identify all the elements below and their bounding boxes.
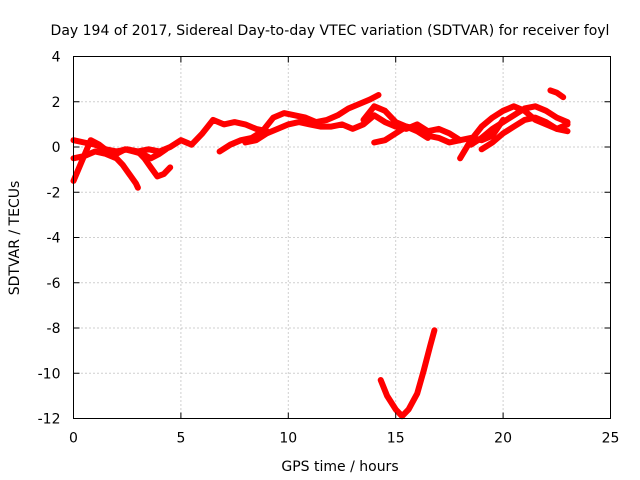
series-arc-10 (467, 103, 571, 148)
series-arc-6 (242, 112, 464, 146)
x-tick-label: 0 (69, 431, 78, 447)
x-tick-label: 10 (279, 431, 297, 447)
x-tick-label: 15 (387, 431, 405, 447)
y-tick-label: -2 (47, 185, 61, 201)
y-tick-label: -8 (47, 321, 61, 337)
series-arc-13 (377, 327, 438, 420)
data-series (70, 87, 571, 420)
y-tick-label: 0 (52, 140, 61, 156)
x-axis-label: GPS time / hours (281, 459, 398, 475)
series-arc-12 (547, 87, 567, 101)
grid-lines (73, 56, 611, 419)
series-arc-5 (216, 92, 382, 155)
y-tick-labels: -12 -10 -8 -6 -4 -2 0 2 4 (38, 50, 61, 428)
y-tick-label: 4 (52, 50, 61, 66)
y-tick-label: 2 (52, 95, 61, 111)
x-tick-labels: 0 5 10 15 20 25 (69, 431, 619, 447)
chart-title: Day 194 of 2017, Sidereal Day-to-day VTE… (51, 23, 610, 39)
y-tick-label: -10 (38, 366, 61, 382)
y-tick-label: -6 (47, 276, 61, 292)
series-arc-3 (70, 116, 270, 155)
x-tick-label: 20 (494, 431, 512, 447)
y-tick-label: -4 (47, 231, 61, 247)
tick-marks (73, 56, 611, 419)
series-arc-4 (134, 148, 174, 180)
y-tick-label: -12 (38, 412, 61, 428)
x-tick-label: 25 (602, 431, 620, 447)
y-axis-label: SDTVAR / TECUs (7, 181, 23, 296)
series-arc-11 (478, 114, 571, 153)
x-tick-label: 5 (176, 431, 185, 447)
series-arc-8 (371, 123, 431, 146)
series-arc-2 (70, 148, 141, 191)
